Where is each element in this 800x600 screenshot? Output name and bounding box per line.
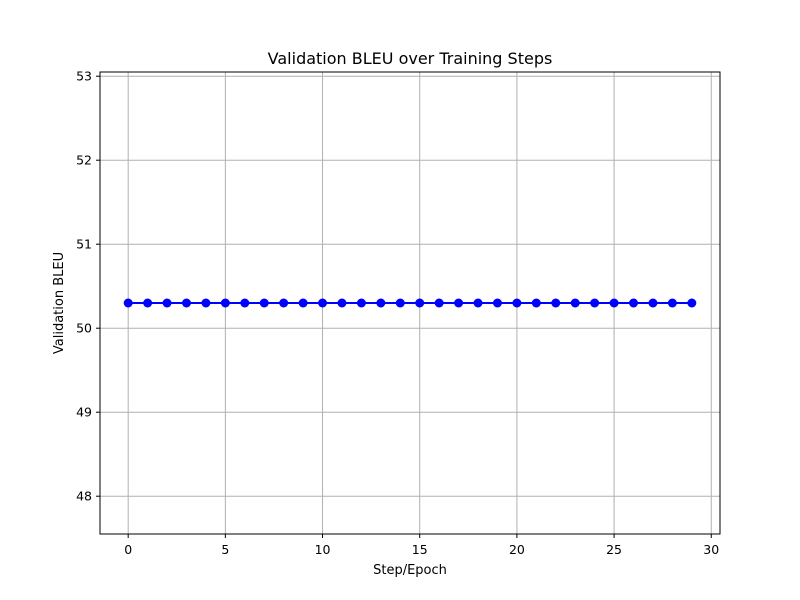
y-tick-label: 49 (76, 405, 92, 420)
x-axis-label: Step/Epoch (373, 563, 447, 578)
data-point (531, 298, 541, 308)
data-point (629, 298, 639, 308)
data-point (454, 298, 464, 308)
x-axis-ticks: 0 5 10 15 20 25 30 (124, 534, 719, 557)
data-point (356, 298, 366, 308)
x-tick-label: 0 (124, 542, 132, 557)
x-tick-label: 30 (703, 542, 719, 557)
data-point (376, 298, 386, 308)
data-point (279, 298, 289, 308)
y-tick-label: 53 (76, 69, 92, 84)
y-tick-label: 51 (76, 237, 92, 252)
data-point (240, 298, 250, 308)
x-tick-label: 10 (315, 542, 331, 557)
x-tick-label: 5 (221, 542, 229, 557)
data-point (570, 298, 580, 308)
data-point (337, 298, 347, 308)
data-point (201, 298, 211, 308)
data-point (492, 298, 502, 308)
data-point (648, 298, 658, 308)
y-tick-label: 48 (76, 489, 92, 504)
data-point (143, 298, 153, 308)
data-point (259, 298, 269, 308)
x-tick-label: 20 (509, 542, 525, 557)
data-point (590, 298, 600, 308)
data-point (667, 298, 677, 308)
data-point (298, 298, 308, 308)
data-point (415, 298, 425, 308)
data-point (551, 298, 561, 308)
y-tick-label: 52 (76, 153, 92, 168)
data-point (473, 298, 483, 308)
data-point (123, 298, 133, 308)
data-point (220, 298, 230, 308)
data-point (512, 298, 522, 308)
x-tick-label: 25 (606, 542, 622, 557)
data-point (395, 298, 405, 308)
plot-area-frame (99, 71, 721, 535)
y-axis-ticks: 48 49 50 51 52 53 (76, 69, 100, 504)
y-axis-label: Validation BLEU (52, 252, 67, 354)
data-point (687, 298, 697, 308)
data-point (318, 298, 328, 308)
data-point (434, 298, 444, 308)
data-point (609, 298, 619, 308)
y-tick-label: 50 (76, 321, 92, 336)
series-layer (123, 298, 697, 308)
x-tick-label: 15 (412, 542, 428, 557)
data-point (181, 298, 191, 308)
chart-title: Validation BLEU over Training Steps (268, 49, 553, 68)
data-point (162, 298, 172, 308)
